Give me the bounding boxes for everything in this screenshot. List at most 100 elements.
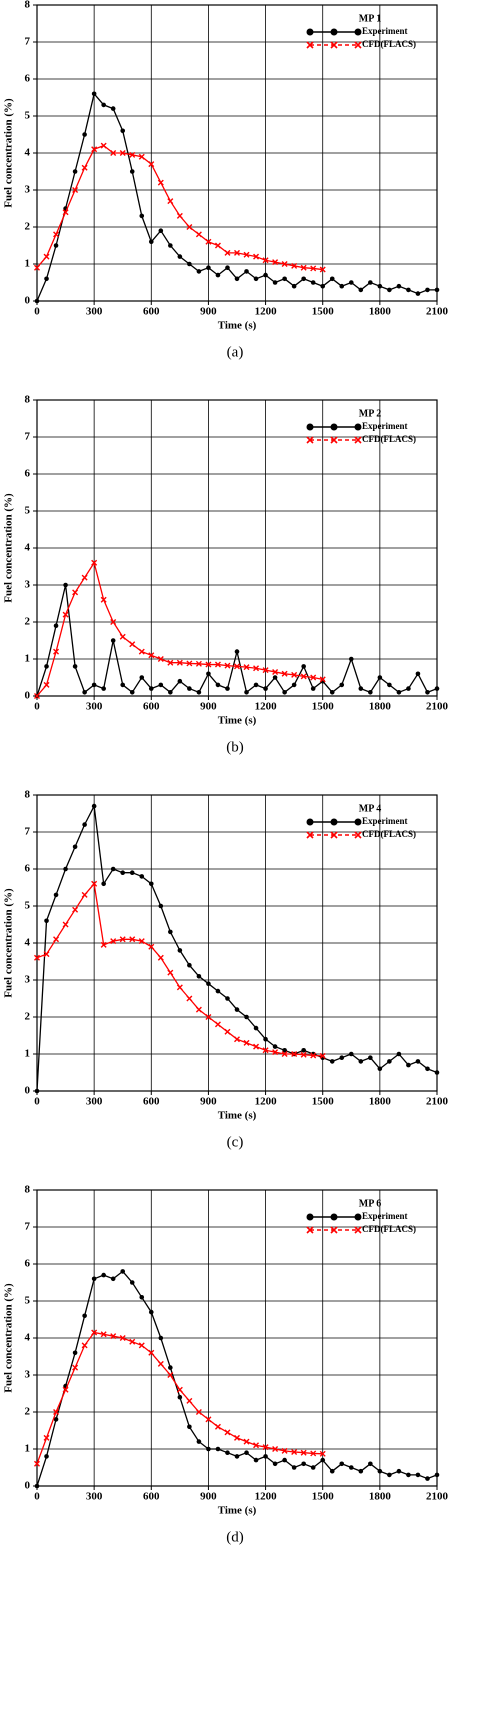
legend-label: Experiment (362, 26, 408, 36)
x-tick-label: 2100 (426, 306, 449, 318)
marker (300, 673, 307, 680)
marker (34, 1460, 40, 1467)
marker (195, 660, 202, 667)
marker (167, 969, 174, 976)
y-axis-label: Fuel concentration (%) (3, 98, 15, 208)
marker (243, 1438, 250, 1445)
x-tick-label: 300 (86, 1096, 103, 1108)
legend-marker (330, 1226, 338, 1234)
marker (234, 1454, 240, 1459)
marker (319, 1450, 326, 1457)
marker (148, 943, 155, 950)
marker (377, 675, 383, 680)
marker (377, 283, 383, 289)
marker (214, 242, 221, 249)
y-tick-label: 7 (25, 826, 31, 838)
series-line (36, 561, 323, 697)
marker (187, 1424, 192, 1430)
marker (396, 1051, 402, 1057)
y-tick-label: 2 (25, 1011, 31, 1023)
marker (110, 638, 116, 643)
marker (310, 674, 317, 681)
marker (406, 287, 411, 293)
marker (129, 936, 136, 943)
marker (34, 298, 40, 304)
y-tick-label: 4 (25, 542, 31, 554)
marker (187, 962, 192, 968)
legend-marker (306, 28, 314, 36)
series-line (36, 803, 438, 1092)
marker (387, 1059, 392, 1064)
marker (177, 948, 183, 953)
legend-label: CFD(FLACS) (362, 434, 416, 444)
marker (319, 1052, 326, 1059)
marker (167, 659, 174, 666)
marker (187, 261, 192, 267)
marker (282, 690, 287, 695)
marker (196, 1439, 202, 1444)
marker (291, 682, 297, 688)
marker (415, 671, 421, 677)
y-tick-label: 4 (25, 937, 31, 949)
marker (119, 150, 126, 156)
marker (291, 1465, 297, 1470)
marker (138, 938, 145, 945)
marker (44, 918, 49, 924)
marker (43, 253, 50, 260)
y-axis-label: Fuel concentration (%) (3, 888, 15, 998)
marker (396, 1468, 402, 1474)
marker (72, 187, 79, 193)
marker (110, 619, 117, 625)
legend-marker (354, 436, 362, 444)
marker (53, 231, 60, 238)
marker (195, 1006, 202, 1013)
plot-frame (36, 794, 438, 1092)
marker (358, 686, 364, 691)
marker (329, 1468, 335, 1474)
marker (329, 276, 335, 282)
y-tick-label: 8 (25, 0, 31, 11)
y-tick-label: 1 (25, 1048, 31, 1060)
marker (214, 1021, 221, 1028)
marker (119, 936, 126, 943)
marker (234, 1007, 240, 1012)
marker (72, 589, 79, 596)
marker (158, 1335, 164, 1341)
legend-marker (354, 1213, 362, 1221)
x-tick-label: 1800 (369, 701, 392, 713)
marker (129, 1338, 136, 1345)
y-tick-label: 1 (25, 1443, 31, 1455)
legend-marker (306, 41, 314, 49)
legend-marker (306, 1226, 314, 1234)
marker (281, 261, 288, 267)
marker (272, 280, 278, 285)
legend-marker (306, 818, 314, 826)
marker (214, 1423, 221, 1430)
x-tick-label: 900 (200, 1096, 217, 1108)
marker (91, 91, 97, 97)
marker (425, 1066, 430, 1072)
marker (72, 169, 78, 174)
marker (100, 142, 107, 149)
panel: 0 1 2 3 4 5 6 7 8 0 300 600 900 1200 1500 1800 2100 Time … (3, 394, 449, 756)
marker (157, 1360, 164, 1367)
y-tick-label: 0 (25, 690, 31, 702)
marker (272, 668, 279, 675)
marker (281, 670, 288, 677)
marker (272, 259, 279, 266)
y-tick-label: 2 (25, 221, 31, 233)
y-tick-label: 5 (25, 1295, 31, 1307)
marker (63, 866, 68, 872)
marker (434, 287, 440, 293)
marker (215, 988, 221, 994)
marker (234, 1036, 240, 1043)
legend-marker (306, 436, 314, 444)
marker (234, 276, 240, 282)
marker (329, 690, 335, 695)
y-tick-label: 7 (25, 36, 31, 48)
y-tick-label: 5 (25, 900, 31, 912)
marker (339, 1055, 345, 1060)
panel: 0 1 2 3 4 5 6 7 8 0 300 600 900 1200 1500 1800 2100 Time … (3, 1184, 449, 1546)
marker (319, 266, 326, 273)
marker (176, 1386, 183, 1393)
